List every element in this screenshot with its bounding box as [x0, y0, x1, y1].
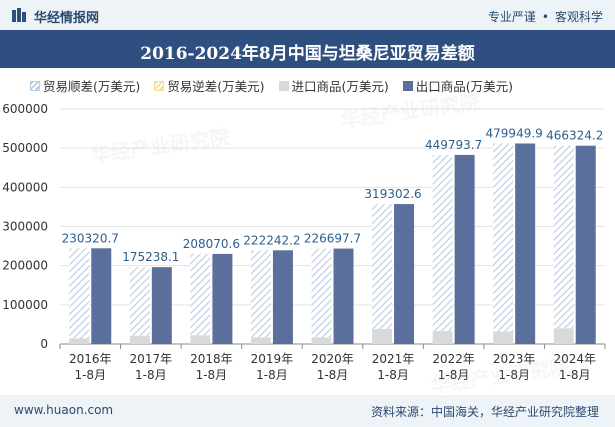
legend-swatch-surplus	[30, 80, 40, 91]
y-tick-label: 600000	[2, 102, 48, 116]
legend-item-surplus: 贸易顺差(万美元)	[30, 76, 140, 95]
data-label: 230320.7	[62, 231, 119, 245]
y-tick-label: 100000	[2, 298, 48, 312]
x-tick-label: 2021年	[372, 352, 415, 366]
x-tick-label: 2024年	[553, 352, 596, 366]
chart-title: 2016-2024年8月中国与坦桑尼亚贸易差额	[140, 44, 475, 64]
surplus-bar	[372, 204, 393, 330]
x-axis-labels: 2016年 1-8月 2017年 1-8月 2018年 1-8月 2019年 1-8月 2020…	[59, 344, 606, 382]
import-bar	[190, 335, 211, 344]
surplus-bar	[553, 145, 574, 329]
export-bar	[454, 154, 475, 344]
y-tick-label: 0	[40, 337, 48, 351]
export-bar	[394, 204, 415, 344]
x-tick-label: 1-8月	[377, 368, 409, 382]
surplus-bar	[311, 248, 332, 338]
bars-group	[69, 143, 596, 344]
footer-bar	[0, 395, 615, 427]
y-tick-label: 400000	[2, 180, 48, 194]
surplus-bar	[190, 253, 211, 336]
import-bar	[493, 331, 514, 344]
x-tick-label: 2018年	[190, 352, 233, 366]
legend-swatch-import	[278, 80, 289, 91]
y-tick-label: 500000	[2, 141, 48, 155]
surplus-bar	[129, 267, 150, 336]
grid-lines	[60, 108, 605, 345]
surplus-bar	[69, 248, 90, 339]
title-bar	[0, 30, 615, 68]
x-tick-label: 1-8月	[498, 368, 530, 382]
surplus-bar	[432, 154, 453, 332]
tagline: 专业严谨 • 客观科学	[488, 8, 603, 25]
legend-swatch-export	[402, 80, 413, 91]
import-bar	[250, 337, 271, 344]
import-bar	[311, 337, 332, 344]
x-tick-label: 2017年	[130, 352, 173, 366]
legend-label-export: 出口商品(万美元)	[415, 79, 514, 94]
import-bar	[553, 328, 574, 344]
legend-item-export: 出口商品(万美元)	[402, 76, 514, 95]
site-name: 华经情报网	[34, 11, 100, 26]
x-tick-label: 2016年	[69, 352, 112, 366]
x-tick-label: 1-8月	[256, 368, 288, 382]
export-bar	[212, 253, 233, 344]
import-bar	[432, 331, 453, 344]
x-tick-label: 2023年	[493, 352, 536, 366]
chart-legend: 贸易顺差(万美元) 贸易逆差(万美元) 进口商品(万美元) 出口商品(万美元)	[30, 76, 590, 95]
x-tick-label: 2019年	[251, 352, 294, 366]
y-tick-label: 200000	[2, 259, 48, 273]
x-tick-label: 1-8月	[196, 368, 228, 382]
import-bar	[69, 338, 90, 344]
export-bar	[515, 143, 536, 344]
bar-chart: 0 100000 200000 300000 400000 500000 600000 20…	[2, 102, 606, 382]
legend-label-surplus: 贸易顺差(万美元)	[43, 79, 141, 94]
tagline-left: 专业严谨	[487, 10, 536, 24]
x-tick-label: 2022年	[432, 352, 475, 366]
legend-label-deficit: 贸易逆差(万美元)	[167, 79, 265, 94]
data-label: 222242.2	[243, 233, 300, 247]
legend-item-import: 进口商品(万美元)	[278, 76, 389, 95]
legend-item-deficit: 贸易逆差(万美元)	[154, 76, 265, 95]
header-bar: 华经情报网 专业严谨 • 客观科学	[0, 0, 615, 30]
import-bar	[372, 329, 393, 344]
legend-label-import: 进口商品(万美元)	[291, 79, 389, 94]
import-bar	[129, 335, 150, 344]
x-tick-label: 1-8月	[135, 368, 167, 382]
export-bar	[272, 250, 293, 344]
x-tick-label: 1-8月	[74, 368, 106, 382]
y-tick-label: 300000	[2, 220, 48, 234]
data-label: 226697.7	[304, 232, 361, 246]
export-bar	[151, 267, 172, 344]
x-tick-label: 1-8月	[559, 368, 591, 382]
x-tick-label: 2020年	[311, 352, 354, 366]
surplus-bar	[493, 143, 514, 332]
export-bar	[91, 248, 112, 344]
data-label: 479949.9	[486, 126, 543, 140]
surplus-bar	[250, 250, 271, 338]
export-bar	[333, 248, 354, 344]
data-label: 175238.1	[122, 250, 179, 264]
separator-dot-icon: •	[541, 10, 549, 24]
legend-swatch-deficit	[154, 80, 165, 91]
y-axis-labels: 0 100000 200000 300000 400000 500000 600000	[2, 102, 48, 351]
tagline-right: 客观科学	[554, 10, 603, 24]
x-tick-label: 1-8月	[317, 368, 349, 382]
data-label: 208070.6	[183, 237, 240, 251]
footer-url[interactable]: www.huaon.com	[14, 403, 114, 417]
export-bar	[575, 145, 596, 344]
footer-source: 资料来源：中国海关，华经产业研究院整理	[370, 405, 599, 419]
data-label: 319302.6	[364, 187, 421, 201]
data-label: 449793.7	[425, 138, 482, 152]
x-tick-label: 1-8月	[438, 368, 470, 382]
data-label: 466324.2	[546, 129, 603, 143]
logo-icon	[12, 8, 26, 22]
